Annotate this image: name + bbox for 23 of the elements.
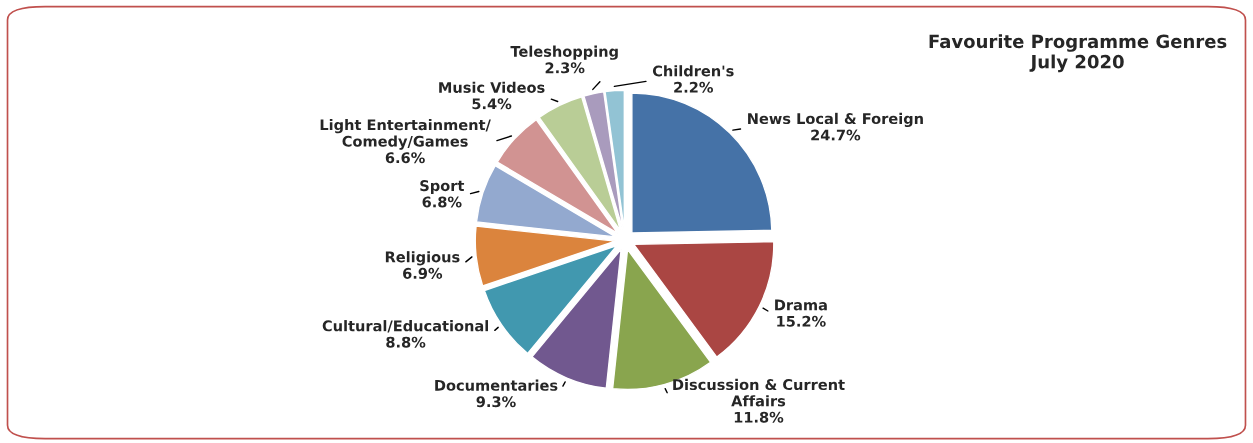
data-label: 2.3% [545, 62, 585, 74]
slice-label: Cultural/Educational [322, 320, 489, 333]
data-label: 15.2% [777, 315, 826, 327]
data-label: 6.9% [403, 267, 443, 279]
data-label: 11.8% [734, 411, 784, 423]
slice-label: Sport [420, 180, 465, 194]
data-label: 2.2% [674, 81, 714, 93]
slice-label: Children's [652, 65, 734, 77]
slice-label: Discussion & Current Affairs [673, 378, 845, 407]
data-label: 8.8% [386, 336, 426, 348]
text: Favourite Programme Genres July 2020 [929, 34, 1227, 73]
slice-label: Light Entertainment/ Comedy/Games [320, 119, 491, 150]
data-label: 6.8% [422, 196, 462, 208]
data-label: 9.3% [476, 396, 516, 408]
data-label: 24.7% [811, 129, 861, 141]
data-label: 5.4% [472, 98, 512, 110]
slice-label: Drama [775, 299, 827, 311]
slice-label: Documentaries [435, 379, 558, 391]
slice-label: Religious [385, 251, 460, 266]
slice-label: News Local & Foreign [748, 112, 923, 128]
slice-label: Music Videos [439, 81, 545, 93]
data-label: 6.6% [385, 152, 425, 164]
slice-label: Teleshopping [510, 45, 618, 60]
